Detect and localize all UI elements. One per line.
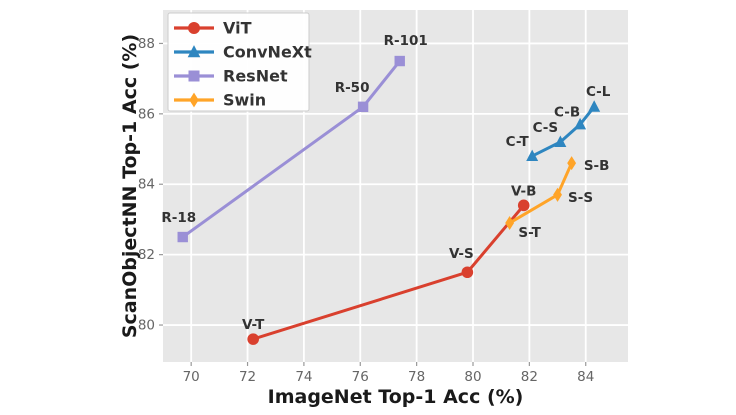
data-point-C-T (526, 149, 539, 162)
x-tick-label: 84 (577, 369, 594, 385)
data-point-V-B (517, 199, 530, 212)
point-label-R-101: R-101 (384, 33, 428, 49)
legend-box (167, 12, 310, 112)
x-tick-label: 78 (408, 369, 425, 385)
point-label-V-B: V-B (511, 183, 536, 199)
legend: ViT ConvNeXt ResNet Swin (167, 12, 312, 112)
legend-label: ConvNeXt (223, 43, 312, 62)
y-tick-label: 86 (138, 106, 155, 122)
x-tick-label: 70 (183, 369, 200, 385)
point-label-C-T: C-T (506, 134, 530, 150)
legend-marker-square-icon (188, 70, 200, 82)
data-point-V-T (247, 333, 259, 345)
legend-marker-triangle-icon (187, 45, 201, 58)
point-label-R-50: R-50 (335, 80, 370, 96)
point-label-S-T: S-T (518, 225, 541, 241)
y-axis-label: ScanObjectNN Top-1 Acc (%) (119, 34, 141, 338)
point-label-V-S: V-S (449, 246, 474, 262)
data-point-S-S (553, 187, 562, 202)
y-tick-label: 80 (138, 318, 155, 334)
x-tick-label: 82 (521, 369, 538, 385)
x-tick-label: 80 (464, 369, 481, 385)
legend-label: ViT (223, 19, 252, 38)
point-label-C-S: C-S (533, 120, 559, 136)
x-axis-label: ImageNet Top-1 Acc (%) (268, 386, 524, 408)
data-point-R-50 (357, 101, 369, 112)
x-tick-label: 72 (239, 369, 256, 385)
data-point-S-T (505, 215, 515, 230)
legend-marker-circle-icon (188, 22, 200, 34)
point-label-S-B: S-B (584, 158, 610, 174)
y-tick-label: 84 (138, 177, 155, 193)
point-label-S-S: S-S (568, 190, 593, 206)
data-point-S-B (567, 156, 577, 171)
y-tick-label: 88 (138, 36, 155, 52)
data-point-C-L (588, 100, 601, 112)
x-tick-label: 76 (352, 369, 369, 385)
legend-label: Swin (223, 91, 266, 110)
point-label-V-T: V-T (242, 317, 265, 333)
y-tick-label: 82 (138, 247, 155, 263)
point-label-C-L: C-L (586, 84, 611, 100)
data-point-C-B (574, 117, 587, 130)
series-line-ConvNeXt (530, 105, 596, 158)
data-point-R-18 (177, 231, 188, 243)
x-tick-label: 74 (295, 369, 312, 385)
point-label-C-B: C-B (554, 104, 580, 120)
data-point-R-101 (394, 55, 405, 67)
legend-label: ResNet (223, 67, 288, 86)
point-label-R-18: R-18 (161, 210, 196, 226)
legend-marker-diamond-icon (189, 92, 199, 108)
data-point-C-S (554, 135, 567, 147)
data-point-V-S (461, 266, 474, 279)
